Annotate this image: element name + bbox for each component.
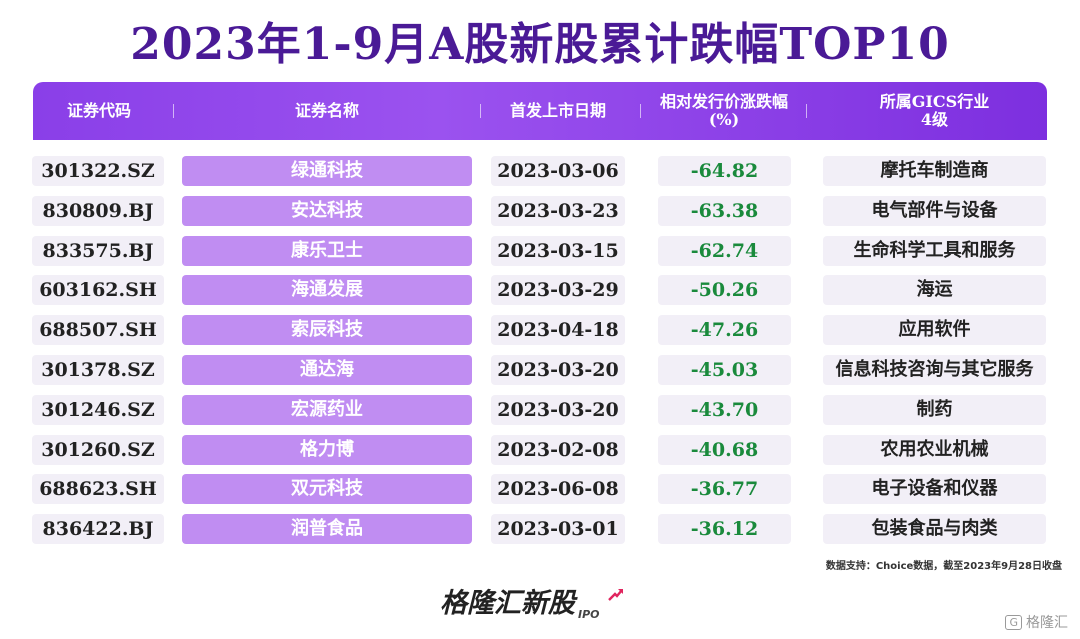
cell-industry: 电气部件与设备	[823, 195, 1046, 226]
cell-name: 宏源药业	[182, 394, 472, 425]
brand-logo: 格隆汇新股 IPO	[440, 584, 623, 624]
cell-industry: 应用软件	[823, 315, 1046, 346]
cell-code: 836422.BJ	[32, 514, 164, 545]
table-row: 301260.SZ 格力博 2023-02-08 -40.68 农用农业机械	[0, 434, 1080, 465]
cell-name: 通达海	[182, 355, 472, 385]
cell-industry: 农用农业机械	[823, 434, 1046, 465]
table-header: 证券代码 证券名称 首发上市日期 相对发行价涨跌幅 (%) 所属GICS行业 4…	[33, 82, 1047, 140]
cell-name: 索辰科技	[182, 315, 472, 346]
cell-industry: 海运	[823, 275, 1046, 306]
cell-date: 2023-03-01	[491, 514, 625, 545]
header-divider	[806, 104, 807, 118]
cell-pct-change: -64.82	[658, 156, 791, 186]
cell-name: 安达科技	[182, 195, 472, 226]
header-industry: 所属GICS行业 4级	[823, 82, 1046, 140]
cell-code: 833575.BJ	[32, 235, 164, 266]
cell-name: 格力博	[182, 434, 472, 465]
cell-pct-change: -63.38	[658, 195, 791, 226]
cell-pct-change: -45.03	[658, 355, 791, 385]
table-row: 688623.SH 双元科技 2023-06-08 -36.77 电子设备和仪器	[0, 474, 1080, 505]
cell-pct-change: -36.77	[658, 474, 791, 505]
cell-date: 2023-03-20	[491, 394, 625, 425]
watermark-logo-icon: G	[1005, 615, 1022, 630]
table-row: 833575.BJ 康乐卫士 2023-03-15 -62.74 生命科学工具和服务	[0, 235, 1080, 266]
cell-code: 603162.SH	[32, 275, 164, 306]
rising-arrow-icon	[608, 589, 623, 601]
cell-code: 301246.SZ	[32, 394, 164, 425]
header-name: 证券名称	[182, 82, 472, 140]
brand-name: 格隆汇新股	[440, 588, 575, 619]
cell-code: 688507.SH	[32, 315, 164, 346]
cell-name: 康乐卫士	[182, 235, 472, 266]
cell-name: 绿通科技	[182, 156, 472, 186]
watermark: G 格隆汇	[1005, 612, 1068, 632]
cell-name: 润普食品	[182, 514, 472, 545]
cell-industry: 信息科技咨询与其它服务	[823, 355, 1046, 385]
cell-date: 2023-02-08	[491, 434, 625, 465]
cell-pct-change: -47.26	[658, 315, 791, 346]
cell-pct-change: -40.68	[658, 434, 791, 465]
cell-pct-change: -50.26	[658, 275, 791, 306]
cell-pct-change: -36.12	[658, 514, 791, 545]
header-date: 首发上市日期	[491, 82, 625, 140]
header-pct: 相对发行价涨跌幅 (%)	[643, 82, 805, 140]
cell-code: 301260.SZ	[32, 434, 164, 465]
table-row: 301322.SZ 绿通科技 2023-03-06 -64.82 摩托车制造商	[0, 156, 1080, 186]
cell-date: 2023-03-29	[491, 275, 625, 306]
table-row: 301378.SZ 通达海 2023-03-20 -45.03 信息科技咨询与其它服务	[0, 355, 1080, 385]
cell-industry: 生命科学工具和服务	[823, 235, 1046, 266]
cell-name: 双元科技	[182, 474, 472, 505]
cell-industry: 摩托车制造商	[823, 156, 1046, 186]
header-date-label: 首发上市日期	[509, 101, 606, 120]
header-code-label: 证券代码	[66, 101, 131, 120]
header-divider	[480, 104, 481, 118]
cell-pct-change: -43.70	[658, 394, 791, 425]
header-divider	[173, 104, 174, 118]
cell-industry: 电子设备和仪器	[823, 474, 1046, 505]
cell-code: 301322.SZ	[32, 156, 164, 186]
header-industry-label: 所属GICS行业	[879, 92, 990, 111]
header-code: 证券代码	[33, 82, 165, 140]
cell-name: 海通发展	[182, 275, 472, 306]
table-row: 836422.BJ 润普食品 2023-03-01 -36.12 包装食品与肉类	[0, 514, 1080, 545]
cell-code: 301378.SZ	[32, 355, 164, 385]
cell-code: 830809.BJ	[32, 195, 164, 226]
header-pct-label: 相对发行价涨跌幅	[659, 92, 788, 111]
cell-date: 2023-03-15	[491, 235, 625, 266]
table-row: 301246.SZ 宏源药业 2023-03-20 -43.70 制药	[0, 394, 1080, 425]
cell-date: 2023-04-18	[491, 315, 625, 346]
cell-industry: 包装食品与肉类	[823, 514, 1046, 545]
cell-date: 2023-03-20	[491, 355, 625, 385]
table-row: 603162.SH 海通发展 2023-03-29 -50.26 海运	[0, 275, 1080, 306]
cell-date: 2023-03-06	[491, 156, 625, 186]
header-industry-level: 4级	[920, 110, 949, 129]
header-pct-unit: (%)	[708, 110, 740, 129]
cell-code: 688623.SH	[32, 474, 164, 505]
page-title: 2023年1-9月A股新股累计跌幅TOP10	[130, 19, 950, 70]
cell-pct-change: -62.74	[658, 235, 791, 266]
data-source-note: 数据支持：Choice数据，截至2023年9月28日收盘	[825, 561, 1062, 572]
table-row: 830809.BJ 安达科技 2023-03-23 -63.38 电气部件与设备	[0, 195, 1080, 226]
watermark-text: 格隆汇	[1026, 615, 1068, 631]
table-row: 688507.SH 索辰科技 2023-04-18 -47.26 应用软件	[0, 315, 1080, 346]
cell-date: 2023-06-08	[491, 474, 625, 505]
header-name-label: 证券名称	[294, 101, 359, 120]
cell-date: 2023-03-23	[491, 195, 625, 226]
cell-industry: 制药	[823, 394, 1046, 425]
header-divider	[640, 104, 641, 118]
brand-sub: IPO	[578, 608, 600, 621]
